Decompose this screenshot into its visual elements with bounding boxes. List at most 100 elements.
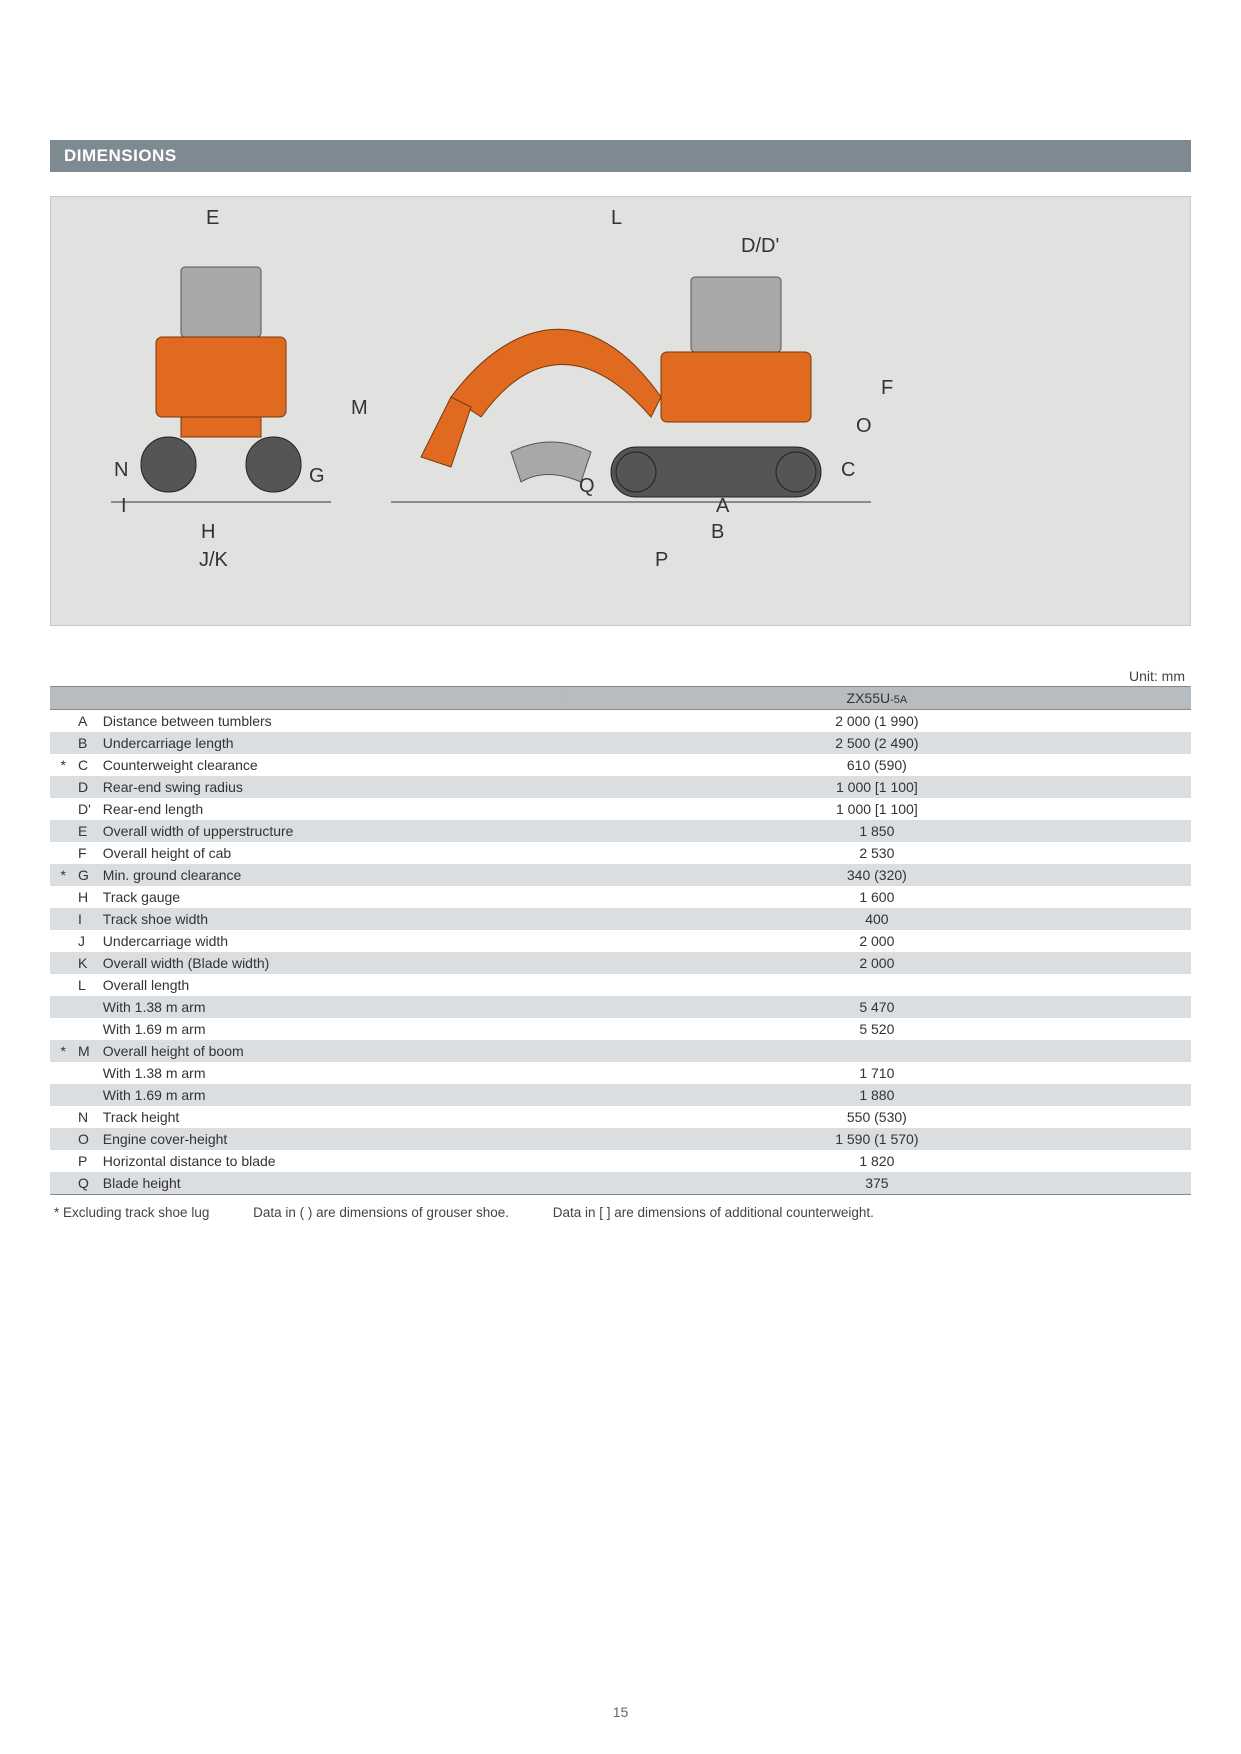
row-desc: Min. ground clearance	[97, 864, 563, 886]
row-desc: Overall height of cab	[97, 842, 563, 864]
dim-label-JK: J/K	[199, 549, 228, 572]
row-letter	[72, 1084, 97, 1106]
row-desc: Blade height	[97, 1172, 563, 1194]
row-letter: N	[72, 1106, 97, 1128]
row-star	[50, 1018, 72, 1040]
table-row: BUndercarriage length2 500 (2 490)	[50, 732, 1191, 754]
table-row: FOverall height of cab2 530	[50, 842, 1191, 864]
dim-label-E: E	[206, 207, 219, 230]
row-star	[50, 1128, 72, 1150]
row-letter: J	[72, 930, 97, 952]
row-star: *	[50, 864, 72, 886]
row-desc: With 1.69 m arm	[97, 1018, 563, 1040]
table-row: With 1.38 m arm5 470	[50, 996, 1191, 1018]
dim-label-G: G	[309, 465, 325, 488]
row-star	[50, 908, 72, 930]
row-letter: E	[72, 820, 97, 842]
row-desc: Counterweight clearance	[97, 754, 563, 776]
row-letter: I	[72, 908, 97, 930]
row-desc: Overall width (Blade width)	[97, 952, 563, 974]
row-letter: G	[72, 864, 97, 886]
row-desc: Rear-end swing radius	[97, 776, 563, 798]
row-desc: Track shoe width	[97, 908, 563, 930]
row-desc: Rear-end length	[97, 798, 563, 820]
row-star	[50, 952, 72, 974]
row-star: *	[50, 1040, 72, 1062]
table-row: With 1.69 m arm1 880	[50, 1084, 1191, 1106]
row-star	[50, 1172, 72, 1194]
dim-label-DD: D/D'	[741, 235, 779, 258]
dim-label-H: H	[201, 521, 215, 544]
row-desc: Track height	[97, 1106, 563, 1128]
row-letter: M	[72, 1040, 97, 1062]
row-desc: Horizontal distance to blade	[97, 1150, 563, 1172]
table-row: KOverall width (Blade width)2 000	[50, 952, 1191, 974]
row-letter: D'	[72, 798, 97, 820]
row-letter	[72, 1018, 97, 1040]
table-row: OEngine cover-height1 590 (1 570)	[50, 1128, 1191, 1150]
dim-label-Q: Q	[579, 475, 595, 498]
row-value: 2 000 (1 990)	[563, 710, 1190, 733]
row-letter: C	[72, 754, 97, 776]
table-row: With 1.38 m arm1 710	[50, 1062, 1191, 1084]
row-star	[50, 886, 72, 908]
row-star	[50, 842, 72, 864]
table-header-row: ZX55U-5A	[50, 687, 1191, 710]
table-row: *MOverall height of boom	[50, 1040, 1191, 1062]
dim-label-O: O	[856, 415, 872, 438]
row-letter: K	[72, 952, 97, 974]
row-value: 1 590 (1 570)	[563, 1128, 1190, 1150]
row-letter: O	[72, 1128, 97, 1150]
table-row: HTrack gauge1 600	[50, 886, 1191, 908]
footnotes: * Excluding track shoe lug Data in ( ) a…	[50, 1195, 1191, 1230]
table-row: QBlade height375	[50, 1172, 1191, 1194]
row-desc: With 1.38 m arm	[97, 1062, 563, 1084]
row-star	[50, 1150, 72, 1172]
row-star	[50, 820, 72, 842]
row-value: 340 (320)	[563, 864, 1190, 886]
row-value: 5 520	[563, 1018, 1190, 1040]
row-desc: Undercarriage width	[97, 930, 563, 952]
row-star	[50, 798, 72, 820]
model-header: ZX55U-5A	[563, 687, 1190, 710]
table-row: PHorizontal distance to blade1 820	[50, 1150, 1191, 1172]
row-desc: Overall height of boom	[97, 1040, 563, 1062]
row-letter: A	[72, 710, 97, 733]
row-value: 550 (530)	[563, 1106, 1190, 1128]
row-value: 1 880	[563, 1084, 1190, 1106]
row-value: 1 000 [1 100]	[563, 776, 1190, 798]
row-letter: L	[72, 974, 97, 996]
row-star	[50, 996, 72, 1018]
row-value: 2 000	[563, 952, 1190, 974]
footnote-c: Data in [ ] are dimensions of additional…	[553, 1205, 874, 1220]
row-star	[50, 732, 72, 754]
footnote-b: Data in ( ) are dimensions of grouser sh…	[253, 1205, 509, 1220]
table-row: JUndercarriage width2 000	[50, 930, 1191, 952]
table-row: ADistance between tumblers2 000 (1 990)	[50, 710, 1191, 733]
unit-label: Unit: mm	[50, 666, 1191, 686]
row-desc: Engine cover-height	[97, 1128, 563, 1150]
table-row: With 1.69 m arm5 520	[50, 1018, 1191, 1040]
dim-label-L: L	[611, 207, 622, 230]
row-value: 400	[563, 908, 1190, 930]
row-star	[50, 930, 72, 952]
row-desc: Overall width of upperstructure	[97, 820, 563, 842]
table-row: NTrack height550 (530)	[50, 1106, 1191, 1128]
row-star: *	[50, 754, 72, 776]
dim-label-M: M	[351, 397, 368, 420]
row-value	[563, 974, 1190, 996]
row-star	[50, 776, 72, 798]
row-letter: H	[72, 886, 97, 908]
table-row: *GMin. ground clearance340 (320)	[50, 864, 1191, 886]
row-value: 1 820	[563, 1150, 1190, 1172]
row-star	[50, 974, 72, 996]
dim-label-B: B	[711, 521, 724, 544]
row-value: 610 (590)	[563, 754, 1190, 776]
row-letter: F	[72, 842, 97, 864]
table-row: LOverall length	[50, 974, 1191, 996]
table-row: ITrack shoe width400	[50, 908, 1191, 930]
row-letter: B	[72, 732, 97, 754]
row-desc: Undercarriage length	[97, 732, 563, 754]
row-star	[50, 1106, 72, 1128]
row-desc: Overall length	[97, 974, 563, 996]
